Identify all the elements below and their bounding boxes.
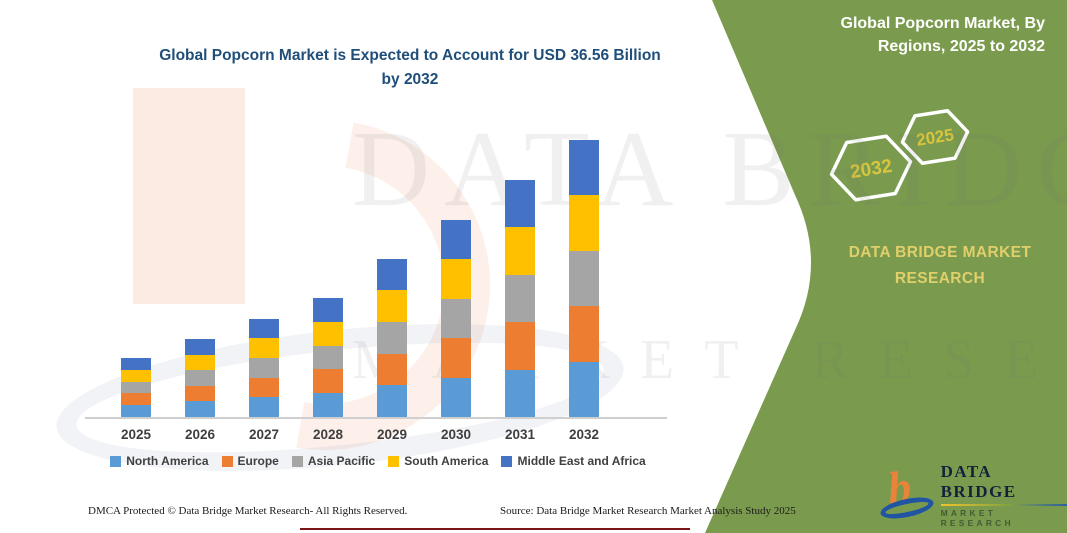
bar-segment-north-america-2026: [185, 401, 215, 417]
bar-segment-middle-east-and-africa-2027: [249, 318, 279, 339]
bar-chart-plot-area: [121, 140, 599, 417]
legend-item-middle-east-and-africa: Middle East and Africa: [501, 454, 646, 468]
logo-name: DATA BRIDGE: [940, 462, 1017, 501]
x-axis-label-2028: 2028: [312, 427, 344, 442]
bar-2027: [249, 318, 279, 417]
chart-legend: North America Europe Asia Pacific South Ame…: [88, 454, 668, 468]
bar-segment-europe-2031: [505, 322, 535, 370]
x-axis-label-2030: 2030: [440, 427, 472, 442]
green-panel-shape: [705, 0, 1067, 533]
bar-segment-north-america-2030: [441, 377, 471, 417]
logo-swoosh-icon: [878, 493, 936, 523]
bar-segment-asia-pacific-2032: [569, 250, 599, 307]
bar-segment-europe-2029: [377, 353, 407, 386]
bar-segment-north-america-2028: [313, 393, 343, 417]
bar-segment-asia-pacific-2029: [377, 321, 407, 354]
bar-segment-north-america-2027: [249, 397, 279, 417]
bar-2032: [569, 140, 599, 417]
x-axis-labels: 2025 2026 2027 2028 2029 2030 2031 2032: [104, 427, 616, 442]
x-axis-label-2031: 2031: [504, 427, 536, 442]
bar-segment-north-america-2029: [377, 385, 407, 417]
bar-segment-europe-2025: [121, 393, 151, 406]
logo-wordmark: DATA BRIDGE MARKET RESEARCH: [940, 462, 1067, 528]
bar-segment-asia-pacific-2026: [185, 370, 215, 386]
x-axis-line: [85, 417, 667, 419]
bar-segment-north-america-2031: [505, 369, 535, 417]
bar-segment-europe-2027: [249, 377, 279, 398]
logo-subtitle: MARKET RESEARCH: [940, 508, 1014, 528]
bar-segment-europe-2030: [441, 338, 471, 378]
x-axis-label-2026: 2026: [184, 427, 216, 442]
bar-2025: [121, 358, 151, 417]
bar-segment-europe-2028: [313, 369, 343, 394]
legend-swatch-europe: [221, 455, 233, 467]
footer-source-text: Source: Data Bridge Market Research Mark…: [500, 505, 796, 517]
bar-segment-middle-east-and-africa-2030: [441, 219, 471, 259]
bar-2030: [441, 219, 471, 417]
bar-2026: [185, 339, 215, 417]
bar-segment-middle-east-and-africa-2029: [377, 258, 407, 291]
bar-segment-asia-pacific-2031: [505, 274, 535, 323]
bar-segment-europe-2026: [185, 385, 215, 402]
bar-segment-asia-pacific-2027: [249, 357, 279, 378]
bar-segment-middle-east-and-africa-2028: [313, 298, 343, 322]
bar-segment-asia-pacific-2028: [313, 345, 343, 370]
bar-segment-middle-east-and-africa-2025: [121, 358, 151, 370]
bar-segment-south-america-2032: [569, 195, 599, 251]
bar-segment-south-america-2029: [377, 290, 407, 322]
legend-label-asia-pacific: Asia Pacific: [307, 454, 376, 468]
legend-item-south-america: South America: [388, 454, 488, 468]
data-bridge-logo-icon: b: [878, 461, 936, 523]
x-axis-label-2025: 2025: [120, 427, 152, 442]
legend-swatch-asia-pacific: [291, 455, 303, 467]
hexagon-2025-outline: [900, 108, 970, 166]
chart-title: Global Popcorn Market is Expected to Acc…: [159, 47, 661, 89]
legend-swatch-middle-east-and-africa: [501, 455, 513, 467]
hexagon-2032-outline: [829, 134, 913, 202]
brand-text: DATA BRIDGE MARKET RESEARCH: [848, 244, 1032, 287]
bar-segment-asia-pacific-2030: [441, 298, 471, 338]
company-logo: b DATA BRIDGE MARKET RESEARCH: [878, 461, 1067, 528]
bar-segment-south-america-2026: [185, 354, 215, 371]
legend-label-north-america: North America: [126, 454, 209, 468]
footer-dmca-text: DMCA Protected © Data Bridge Market Rese…: [88, 505, 408, 517]
bar-segment-north-america-2032: [569, 361, 599, 417]
legend-item-north-america: North America: [110, 454, 209, 468]
legend-item-europe: Europe: [221, 454, 279, 468]
bar-segment-south-america-2031: [505, 227, 535, 275]
bar-2029: [377, 258, 407, 417]
logo-divider-rule: [940, 504, 1067, 506]
bar-segment-south-america-2028: [313, 321, 343, 346]
bar-segment-south-america-2027: [249, 338, 279, 358]
legend-swatch-north-america: [110, 455, 122, 467]
x-axis-label-2029: 2029: [376, 427, 408, 442]
bar-2031: [505, 180, 535, 417]
bar-segment-asia-pacific-2025: [121, 381, 151, 394]
x-axis-label-2027: 2027: [248, 427, 280, 442]
bar-segment-middle-east-and-africa-2026: [185, 339, 215, 355]
bar-segment-middle-east-and-africa-2032: [569, 140, 599, 196]
legend-swatch-south-america: [388, 455, 400, 467]
legend-label-south-america: South America: [404, 454, 489, 468]
bar-segment-south-america-2030: [441, 259, 471, 299]
legend-item-asia-pacific: Asia Pacific: [291, 454, 376, 468]
bar-2028: [313, 298, 343, 417]
bar-segment-north-america-2025: [121, 405, 151, 417]
panel-title: Global Popcorn Market, By Regions, 2025 …: [840, 15, 1045, 56]
bar-segment-middle-east-and-africa-2031: [505, 180, 535, 228]
legend-label-europe: Europe: [237, 454, 279, 468]
bottom-divider-line: [300, 528, 690, 530]
bar-segment-south-america-2025: [121, 369, 151, 382]
x-axis-label-2032: 2032: [568, 427, 600, 442]
bar-segment-europe-2032: [569, 306, 599, 362]
legend-label-middle-east-and-africa: Middle East and Africa: [517, 454, 646, 468]
